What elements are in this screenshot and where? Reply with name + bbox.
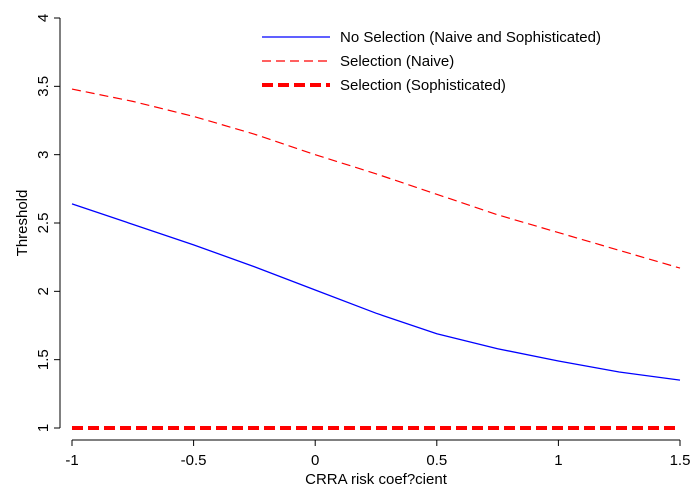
y-tick-label: 3.5 — [35, 76, 52, 97]
x-tick-label: 1.5 — [670, 452, 691, 469]
y-tick-label: 3 — [35, 150, 52, 158]
y-tick-label: 4 — [35, 14, 52, 22]
series-layer — [71, 88, 681, 430]
legend: No Selection (Naive and Sophisticated) Se… — [262, 29, 601, 94]
series-line-1 — [71, 203, 681, 381]
legend-label-1: No Selection (Naive and Sophisticated) — [340, 29, 601, 46]
x-tick-label: -0.5 — [181, 452, 207, 469]
legend-label-3: Selection (Sophisticated) — [340, 77, 506, 94]
x-ticks: -1 -0.5 0 0.5 1 1.5 — [65, 440, 690, 469]
y-axis-title: Threshold — [14, 190, 31, 257]
x-tick-label: -1 — [65, 452, 78, 469]
y-tick-label: 1 — [35, 424, 52, 432]
series-line-2 — [71, 88, 681, 269]
y-tick-label: 2 — [35, 287, 52, 295]
y-ticks: 1 1.5 2 2.5 3 3.5 4 — [35, 14, 60, 432]
legend-label-2: Selection (Naive) — [340, 53, 454, 70]
x-tick-label: 0.5 — [426, 452, 447, 469]
x-axis-title: CRRA risk coef?cient — [305, 471, 448, 488]
axes: -1 -0.5 0 0.5 1 1.5 1 1.5 2 2.5 3 3.5 4 — [35, 14, 690, 469]
x-tick-label: 1 — [554, 452, 562, 469]
y-tick-label: 2.5 — [35, 213, 52, 234]
y-tick-label: 1.5 — [35, 349, 52, 370]
x-tick-label: 0 — [311, 452, 319, 469]
